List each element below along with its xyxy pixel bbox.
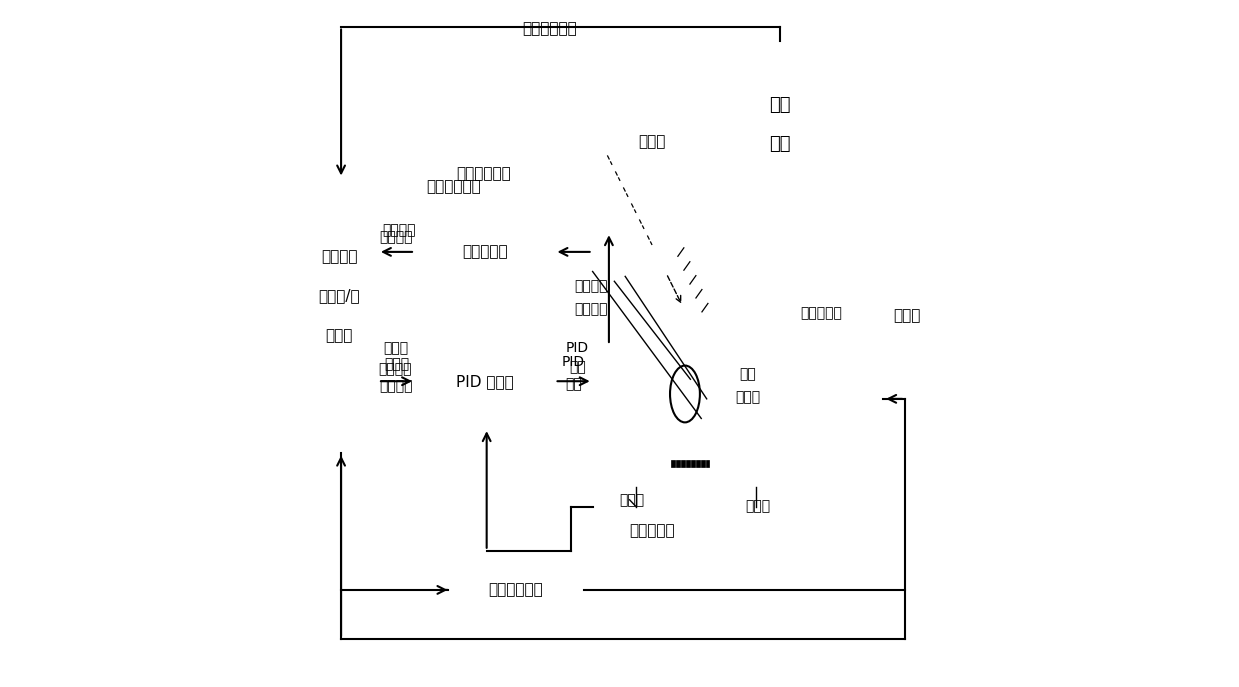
Bar (592, 271, 883, 521)
Text: 通信终端: 通信终端 (321, 249, 357, 264)
Text: PID 控制器: PID 控制器 (456, 374, 514, 390)
Bar (621, 445, 813, 487)
FancyBboxPatch shape (733, 41, 826, 207)
Text: 输出: 输出 (565, 377, 582, 391)
Text: 热电堆: 热电堆 (746, 499, 771, 514)
Text: 样品: 样品 (740, 368, 756, 381)
Text: 激光器: 激光器 (638, 135, 667, 150)
Text: 控制电子元件: 控制电子元件 (457, 166, 512, 181)
Text: 设定值: 设定值 (384, 357, 409, 372)
Bar (701, 460, 705, 467)
FancyBboxPatch shape (415, 198, 555, 306)
Text: 环境控制模块: 环境控制模块 (488, 583, 544, 598)
Ellipse shape (670, 365, 700, 423)
FancyBboxPatch shape (415, 330, 555, 433)
Text: 相机: 相机 (769, 135, 790, 153)
Text: 温度程序: 温度程序 (379, 379, 414, 393)
Bar (672, 460, 675, 467)
Text: 数据采集卡: 数据采集卡 (462, 245, 508, 260)
Bar (676, 460, 680, 467)
Text: 传感器: 传感器 (735, 390, 760, 404)
Text: 板等）: 板等） (326, 328, 353, 343)
Bar (691, 460, 695, 467)
Text: 控制电子元件: 控制电子元件 (426, 179, 482, 194)
Text: 热电偶: 热电偶 (620, 493, 644, 507)
Text: 输出: 输出 (569, 361, 586, 374)
Text: 样品室: 样品室 (893, 308, 921, 323)
Text: 激光加热: 激光加热 (575, 279, 608, 293)
Text: 温度程序: 温度程序 (379, 363, 413, 376)
Text: PID: PID (566, 341, 589, 355)
Text: 温度值反馈: 温度值反馈 (629, 523, 675, 539)
Text: 激光引导器: 激光引导器 (800, 306, 841, 321)
Bar (400, 159, 571, 448)
Bar (681, 460, 685, 467)
Polygon shape (764, 207, 795, 262)
Bar (696, 460, 700, 467)
Text: 功率输入: 功率输入 (575, 302, 608, 316)
Text: 测量数据: 测量数据 (379, 230, 414, 244)
Bar (705, 460, 710, 467)
Text: 设定值: 设定值 (383, 341, 408, 355)
Text: PID: PID (563, 354, 585, 369)
Bar (447, 561, 585, 619)
Text: 红外: 红外 (769, 96, 790, 114)
Text: 测量数据: 测量数据 (382, 223, 415, 237)
Text: 红外成像图像: 红外成像图像 (522, 21, 576, 36)
Bar (300, 179, 378, 453)
Bar (686, 460, 690, 467)
Text: （电脑/平: （电脑/平 (318, 289, 361, 304)
